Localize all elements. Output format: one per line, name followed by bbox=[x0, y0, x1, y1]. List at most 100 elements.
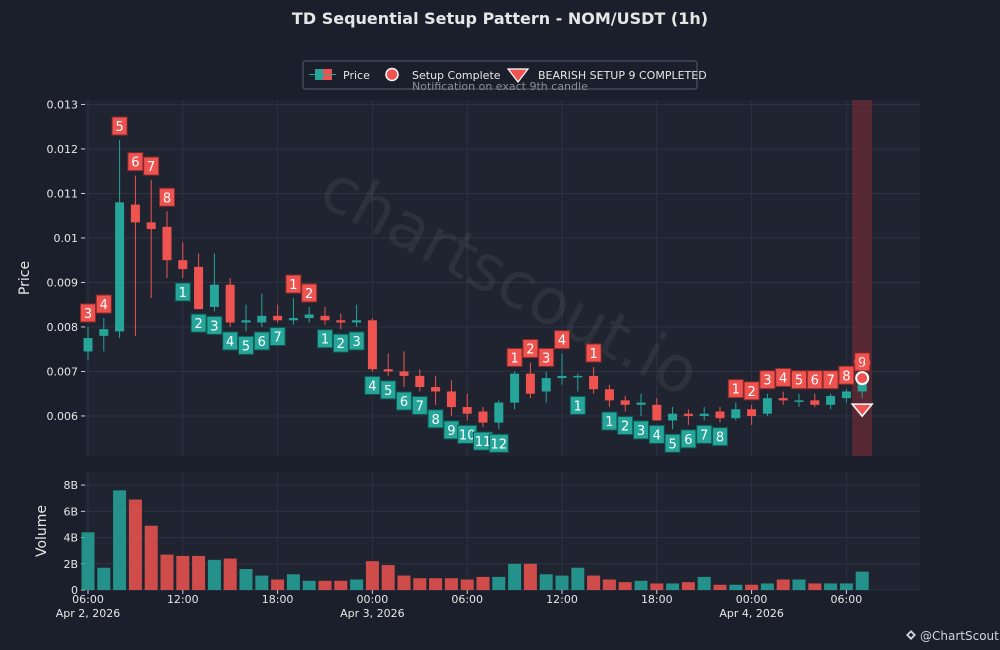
volume-bar bbox=[697, 576, 711, 590]
setup-count-badge bbox=[759, 370, 776, 390]
volume-bar bbox=[239, 569, 253, 590]
setup-count-badge bbox=[838, 365, 855, 385]
candle-body bbox=[194, 266, 204, 310]
setup-count-number: 4 bbox=[779, 371, 787, 386]
price-y-tick-label: 0.008 bbox=[47, 321, 79, 334]
volume-bar bbox=[824, 583, 838, 590]
x-tick-label: 12:00 bbox=[167, 593, 199, 606]
candle-body bbox=[841, 391, 851, 399]
setup-count-badge bbox=[506, 347, 523, 367]
setup-count-badge bbox=[143, 156, 160, 176]
setup-count-number: 9 bbox=[447, 424, 455, 439]
setup-count-badge bbox=[301, 283, 318, 303]
volume-bar bbox=[350, 579, 364, 590]
setup-count-badge bbox=[348, 331, 365, 351]
volume-bar bbox=[144, 525, 158, 590]
setup-count-badge bbox=[712, 427, 728, 447]
setup-count-number: 3 bbox=[352, 335, 360, 350]
setup-count-number: 11 bbox=[475, 435, 492, 450]
price-y-tick-label: 0.011 bbox=[47, 187, 79, 200]
setup-count-number: 2 bbox=[621, 420, 629, 435]
setup-count-number: 10 bbox=[459, 428, 476, 443]
x-tick-label: 06:00 bbox=[72, 593, 104, 606]
setup-count-badge bbox=[80, 303, 96, 323]
setup-count-number: 3 bbox=[542, 351, 550, 366]
price-y-tick-label: 0.009 bbox=[47, 276, 79, 289]
volume-bar bbox=[413, 578, 427, 590]
candle-body bbox=[826, 395, 836, 405]
setup-count-badge bbox=[743, 381, 760, 401]
setup-count-number: 8 bbox=[842, 369, 850, 384]
price-y-axis: 0.006 0.007 0.008 0.009 0.01 0.011 0.012 0.013 bbox=[47, 98, 85, 423]
volume-y-axis: 0 2B 4B 6B 8B bbox=[63, 479, 85, 597]
candle-body bbox=[715, 411, 725, 419]
setup-count-number: 5 bbox=[668, 437, 676, 452]
candle-body bbox=[209, 284, 219, 307]
setup-count-number: 1 bbox=[605, 415, 613, 430]
candle-body bbox=[778, 398, 788, 401]
volume-y-tick-label: 2B bbox=[63, 558, 78, 571]
volume-bar bbox=[381, 565, 395, 590]
volume-bar bbox=[97, 567, 111, 590]
price-panel-background bbox=[85, 100, 920, 456]
volume-bar bbox=[713, 584, 727, 590]
setup-count-number: 4 bbox=[100, 298, 108, 313]
setup-count-number: 7 bbox=[273, 331, 281, 346]
brand-label: @ChartScout bbox=[920, 629, 999, 643]
candle-body bbox=[573, 375, 583, 378]
setup-count-badge bbox=[190, 313, 207, 333]
volume-bar bbox=[745, 584, 759, 590]
candle-body bbox=[225, 284, 235, 323]
setup-count-badge bbox=[159, 187, 175, 207]
setup-count-badge bbox=[727, 379, 744, 399]
x-date-label: Apr 4, 2026 bbox=[719, 607, 784, 620]
candle-body bbox=[557, 375, 567, 379]
candle-body bbox=[130, 204, 140, 223]
bearish-setup-triangle-marker bbox=[850, 403, 874, 418]
volume-bar bbox=[365, 561, 379, 590]
volume-bar bbox=[508, 563, 522, 590]
candle-body bbox=[794, 400, 804, 402]
candle-body bbox=[367, 320, 377, 370]
volume-y-tick-label: 4B bbox=[63, 532, 78, 545]
volume-bar bbox=[523, 563, 537, 590]
candle-body bbox=[494, 402, 504, 423]
volume-bar bbox=[776, 579, 790, 590]
setup-count-number: 7 bbox=[416, 399, 424, 414]
volume-y-tick-label: 0 bbox=[71, 584, 78, 597]
x-date-label: Apr 3, 2026 bbox=[340, 607, 405, 620]
setup-count-number: 4 bbox=[226, 335, 234, 350]
x-date-label: Apr 2, 2026 bbox=[56, 607, 121, 620]
setup-count-number: 6 bbox=[684, 433, 692, 448]
setup-count-number: 7 bbox=[147, 160, 155, 175]
volume-bar bbox=[855, 571, 869, 590]
setup-count-number: 7 bbox=[700, 428, 708, 443]
setup-count-number: 5 bbox=[384, 384, 392, 399]
setup-count-number: 3 bbox=[210, 319, 218, 334]
setup-count-number: 1 bbox=[732, 383, 740, 398]
volume-bar bbox=[602, 579, 616, 590]
x-tick-label: 18:00 bbox=[641, 593, 673, 606]
legend-setup-complete-label: Setup Complete bbox=[412, 69, 501, 82]
chartscout-logo-icon bbox=[906, 630, 916, 640]
volume-bar bbox=[476, 576, 490, 590]
volume-bar bbox=[318, 580, 332, 590]
setup-count-number: 6 bbox=[400, 395, 408, 410]
setup-count-badge bbox=[554, 330, 570, 350]
setup-count-badge bbox=[569, 395, 586, 415]
setup-count-badge bbox=[111, 116, 128, 136]
candle-body bbox=[652, 404, 662, 421]
setup-count-badge bbox=[332, 333, 349, 353]
setup-count-number: 6 bbox=[131, 156, 139, 171]
setup-count-badge bbox=[253, 331, 270, 351]
legend-price-label: Price bbox=[343, 69, 370, 82]
setup-count-badge bbox=[680, 429, 697, 449]
candle-body bbox=[83, 338, 93, 352]
volume-bars bbox=[81, 490, 869, 590]
volume-bar bbox=[397, 575, 411, 590]
setup-count-badge bbox=[206, 315, 223, 335]
price-y-label: Price bbox=[17, 261, 33, 295]
price-y-tick-label: 0.01 bbox=[54, 232, 79, 245]
volume-bar bbox=[539, 574, 553, 590]
